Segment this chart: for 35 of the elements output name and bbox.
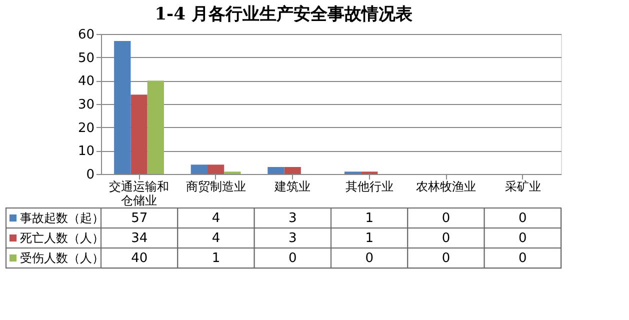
y-tick-label: 10 (78, 144, 94, 160)
data-label: 3 (288, 211, 297, 226)
data-label: 57 (131, 211, 148, 226)
data-label: 0 (518, 231, 527, 246)
data-label: 0 (288, 251, 297, 266)
legend-label: 死亡人数（人） (20, 231, 104, 245)
data-label: 0 (442, 251, 450, 266)
y-tick-label: 50 (78, 50, 94, 66)
data-label: 0 (442, 231, 450, 246)
data-label: 1 (365, 211, 374, 226)
data-label: 34 (131, 231, 148, 246)
y-tick-label: 30 (78, 98, 94, 112)
y-tick-label: 0 (86, 168, 94, 182)
data-label: 4 (212, 211, 220, 226)
chart-title: 1-4 月各行业生产安全事故情况表 (154, 4, 414, 24)
y-tick-label: 40 (78, 74, 94, 90)
data-label: 0 (518, 251, 527, 266)
data-label: 0 (518, 211, 527, 226)
y-tick-label: 60 (78, 28, 94, 42)
data-label: 1 (212, 251, 220, 266)
x-tick-label: 采矿业 (504, 180, 541, 194)
x-tick-label: 农林牧渔业 (416, 180, 476, 194)
x-tick-label: 其他行业 (345, 180, 394, 194)
data-label: 0 (365, 251, 374, 266)
x-tick-label: 交通运输和仓储业 (109, 180, 170, 208)
y-tick-label: 20 (78, 120, 94, 136)
data-label: 4 (212, 231, 220, 246)
x-tick-label: 建筑业 (274, 180, 311, 194)
data-label: 40 (131, 251, 148, 266)
data-label: 1 (365, 231, 374, 246)
legend-label: 事故起数（起） (20, 211, 104, 225)
x-tick-label: 商贸制造业 (186, 180, 246, 194)
data-label: 3 (288, 231, 297, 246)
data-label: 0 (442, 211, 450, 226)
legend-label: 受伤人数（人） (20, 251, 104, 265)
